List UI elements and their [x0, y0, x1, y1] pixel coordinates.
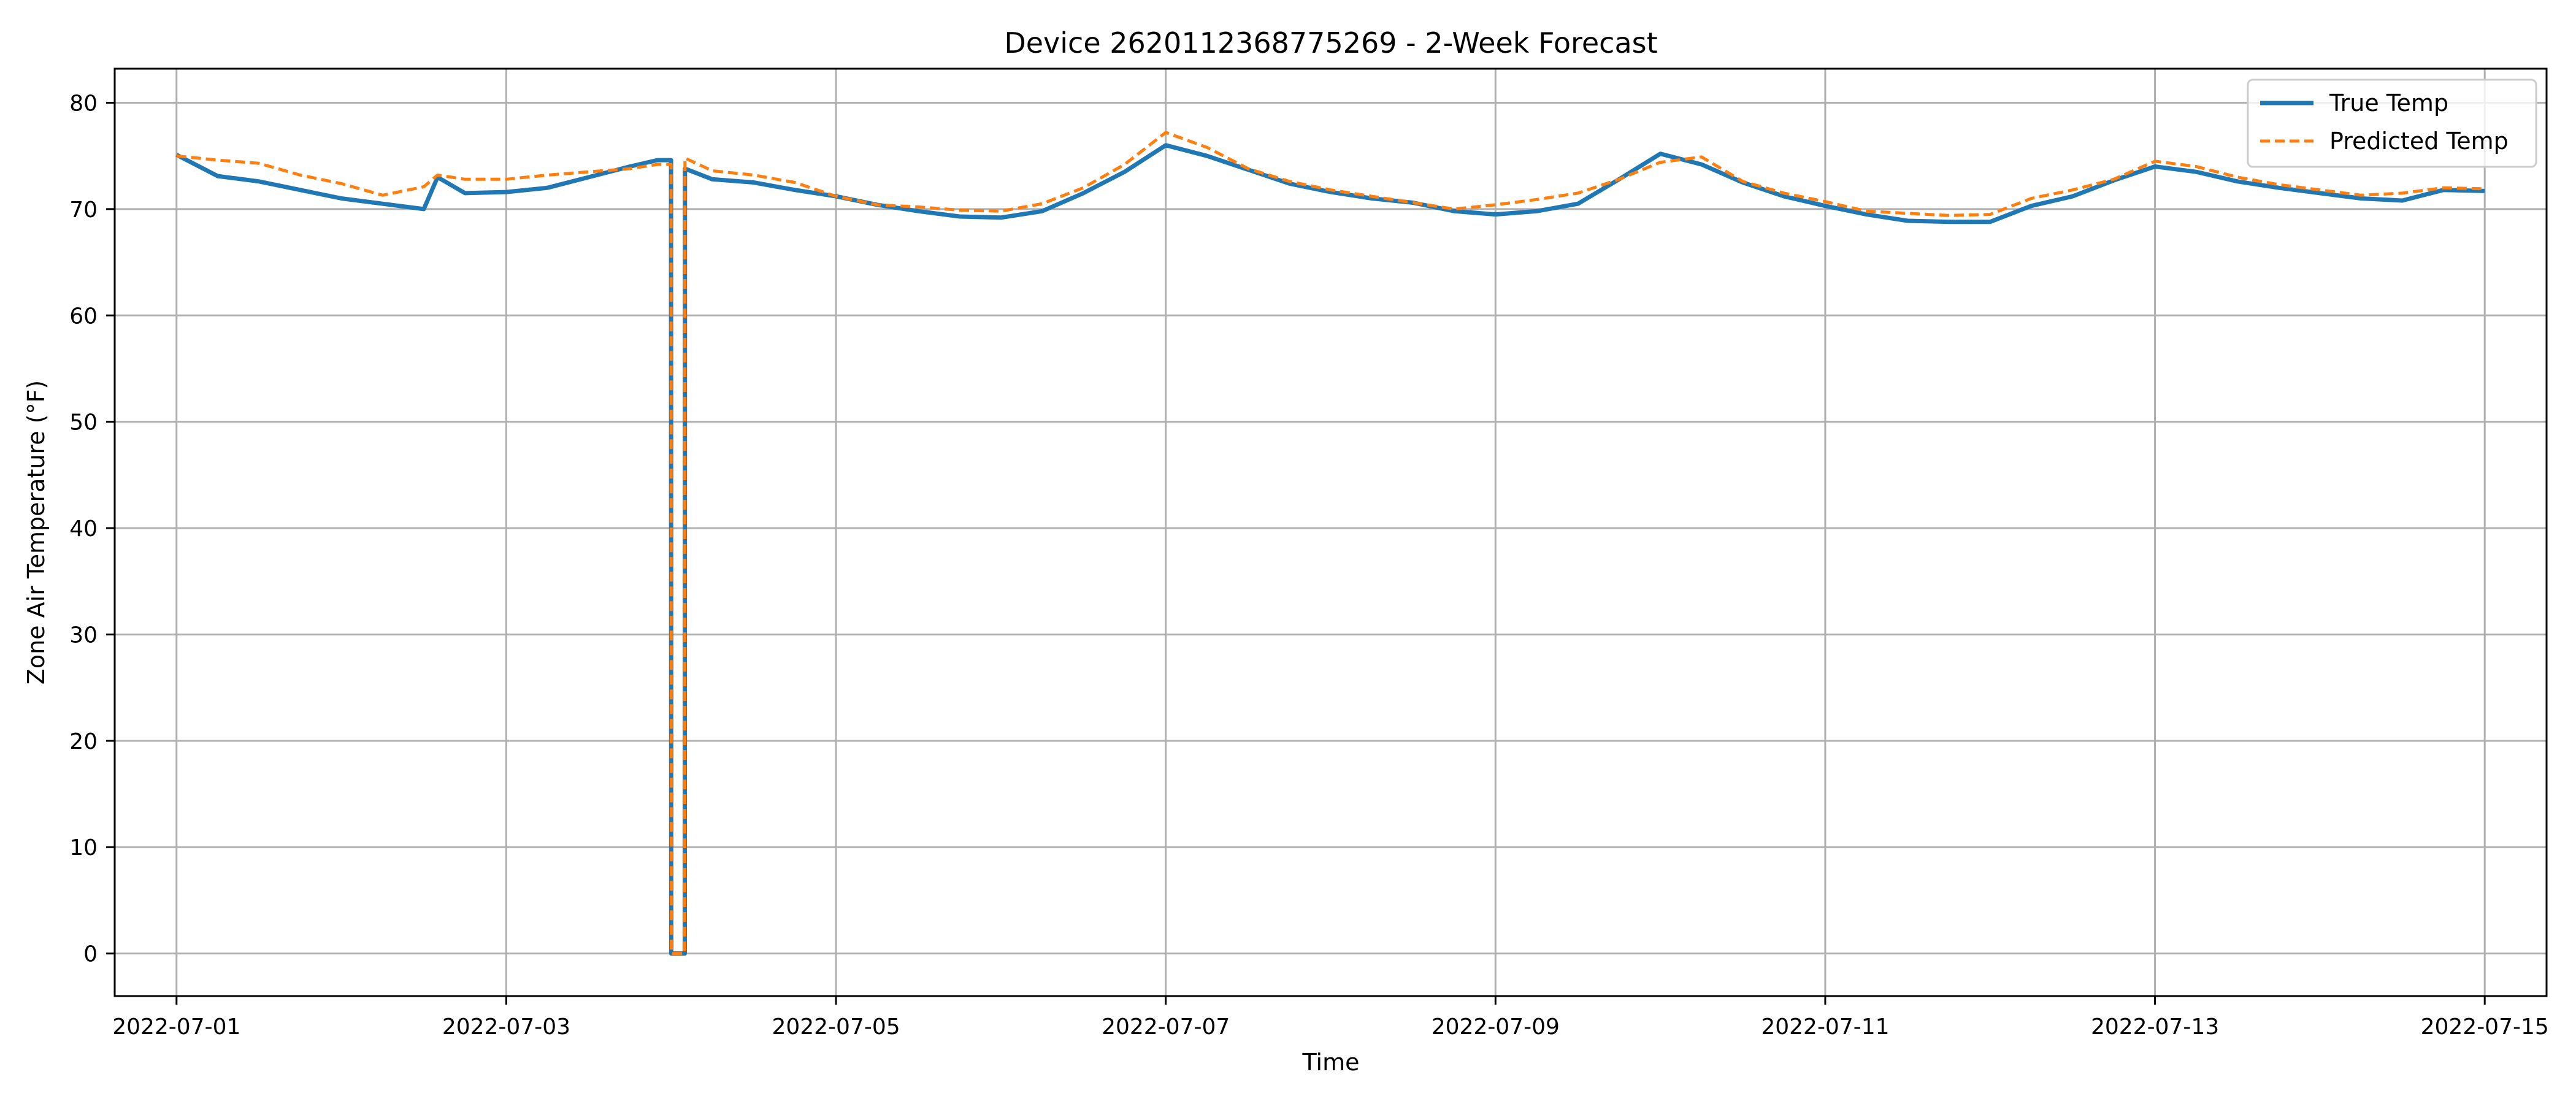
y-tick-label: 50 [69, 410, 98, 435]
legend-label-true-temp: True Temp [2329, 90, 2448, 117]
y-tick-label: 30 [69, 623, 98, 648]
x-tick-label: 2022-07-01 [112, 1014, 240, 1040]
y-tick-label: 60 [69, 304, 98, 329]
legend-box [2247, 79, 2537, 168]
x-tick-label: 2022-07-03 [442, 1014, 570, 1040]
y-tick-label: 40 [69, 516, 98, 542]
y-axis-label: Zone Air Temperature (°F) [23, 380, 50, 684]
y-tick-label: 80 [69, 91, 98, 116]
y-tick-label: 0 [83, 942, 98, 967]
tick-layer: 2022-07-01 2022-07-03 2022-07-05 2022-07-07… [69, 91, 2549, 1040]
y-tick-label: 20 [69, 729, 98, 754]
x-tick-label: 2022-07-11 [1761, 1014, 1889, 1040]
x-tick-label: 2022-07-05 [772, 1014, 900, 1040]
chart-title: Device 2620112368775269 - 2-Week Forecas… [1004, 26, 1657, 59]
plot-frame [113, 67, 2548, 997]
series-line-true-temp [175, 143, 2485, 956]
series-layer [175, 131, 2485, 956]
series-line-predicted-temp [176, 131, 2485, 956]
x-tick-label: 2022-07-07 [1102, 1014, 1230, 1040]
legend-label-predicted-temp: Predicted Temp [2329, 128, 2509, 155]
legend: True Temp Predicted Temp [2247, 79, 2537, 168]
x-tick-label: 2022-07-13 [2091, 1014, 2219, 1040]
x-tick-label: 2022-07-09 [1432, 1014, 1560, 1040]
x-axis-label: Time [1302, 1049, 1360, 1076]
y-tick-label: 70 [69, 197, 98, 223]
x-tick-label: 2022-07-15 [2421, 1014, 2549, 1040]
grid-layer [115, 69, 2547, 996]
y-tick-label: 10 [69, 835, 98, 861]
